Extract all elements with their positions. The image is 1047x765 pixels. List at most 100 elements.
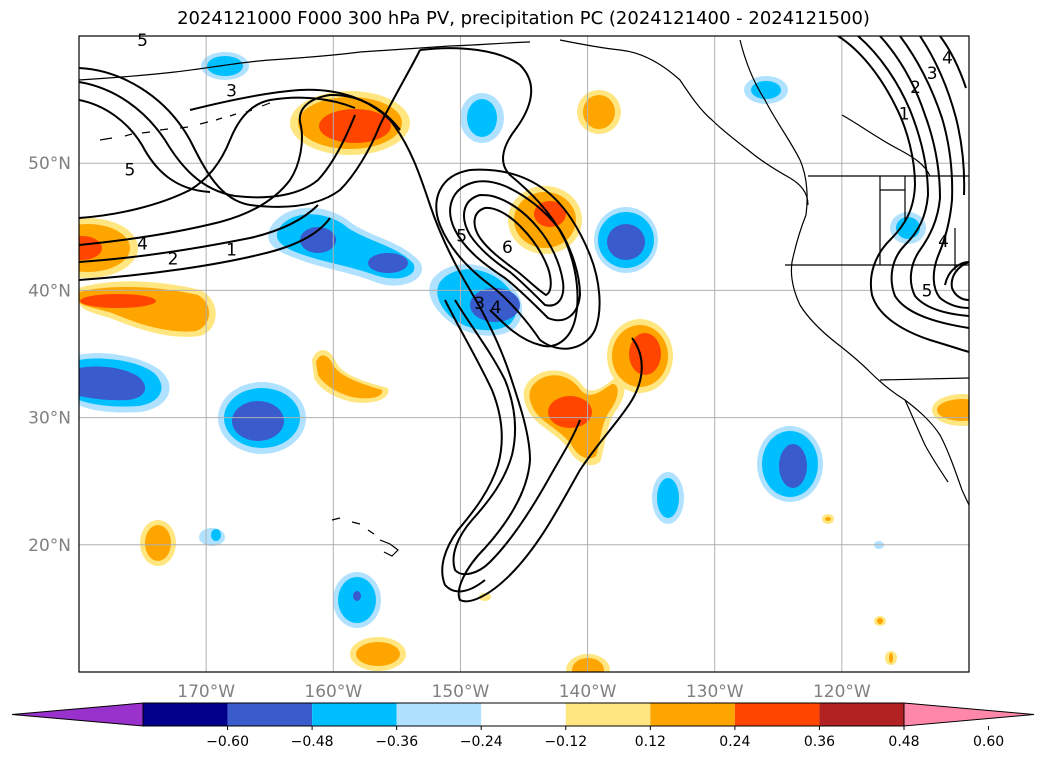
pv-contour: [79, 99, 211, 193]
pv-contour: [919, 36, 969, 301]
colorbar-tick-label: 0.36: [804, 734, 835, 750]
pv-contour: [857, 36, 969, 329]
lon-tick-label: 150°W: [432, 682, 490, 702]
blob-pos-tiny: [479, 514, 897, 665]
colorbar-segment: [396, 703, 482, 726]
blob-neg-gulf-small: [460, 93, 504, 143]
pv-contour: [473, 206, 552, 297]
shade-strong: [534, 201, 566, 227]
blob-neg-16n: [333, 572, 381, 628]
colorbar-tick-label: −0.60: [206, 734, 249, 750]
pv-contour-label: 6: [502, 238, 513, 258]
pv-contour-label: 3: [226, 82, 237, 102]
pv-contour-label: 2: [910, 78, 921, 98]
pv-contour: [79, 49, 421, 208]
pv-contour: [79, 204, 319, 263]
colorbar-segment: [312, 703, 397, 726]
shade-mid: [583, 95, 615, 129]
state-lines: [785, 114, 969, 270]
coastline-baja: [904, 399, 949, 483]
hawaii-islands: [331, 517, 399, 557]
latitude-labels: 20°N 30°N 40°N 50°N: [28, 154, 71, 556]
shade-strong: [548, 396, 592, 428]
lon-tick-label: 170°W: [177, 682, 235, 702]
lat-tick-label: 30°N: [28, 409, 71, 429]
colorbar-tick-label: −0.12: [544, 734, 587, 750]
blob-pos-small-37n: [312, 350, 389, 403]
pv-contour-label: 4: [137, 234, 148, 254]
colorbar-tick-label: −0.24: [460, 734, 503, 750]
colorbar-segment: [734, 703, 820, 726]
colorbar-segment: [819, 703, 904, 726]
longitude-labels: 170°W 160°W 150°W 140°W 130°W 120°W: [177, 682, 871, 702]
blob-pos-west-40n: [79, 281, 216, 337]
pv-contour-label: 4: [938, 232, 949, 252]
pv-contour: [79, 93, 401, 246]
colorbar-tick-label: −0.36: [375, 734, 418, 750]
colorbar: −0.60 −0.48 −0.36 −0.24 −0.12 0.12 0.24 0.36 0.4…: [11, 702, 1035, 750]
pv-contour-label: 3: [474, 294, 485, 314]
coastline-gulf-alaska: [559, 39, 809, 206]
pv-contour: [435, 168, 601, 350]
shade-strong: [779, 444, 807, 488]
map-frame: [78, 35, 970, 673]
shade-strong: [79, 366, 146, 401]
pv-contour: [939, 36, 969, 286]
lon-tick-label: 120°W: [813, 682, 871, 702]
blob-pos-trough-north: [508, 186, 582, 254]
shade-strong: [79, 236, 102, 260]
pv-contour-label: 4: [942, 49, 953, 69]
blob-neg-west-33n: [79, 353, 170, 413]
lat-tick-label: 40°N: [28, 281, 71, 301]
shade-strong: [607, 224, 645, 260]
shade-strong: [319, 109, 391, 143]
blob-neg-26n-125w: [757, 426, 823, 502]
coastline-alaska: [79, 41, 531, 81]
shade-strong: [353, 591, 361, 601]
border-us-mexico: [879, 377, 969, 381]
shade-strong: [232, 401, 284, 441]
shade-mid: [657, 478, 679, 518]
colorbar-tick-label: 0.48: [888, 734, 919, 750]
shade-mid: [356, 642, 400, 666]
colorbar-tick-label: 0.24: [719, 734, 750, 750]
colorbar-extend-min: [11, 702, 144, 727]
shade-strong: [368, 253, 408, 273]
colorbar-segment: [481, 703, 566, 726]
blob-pos-12n: [350, 637, 406, 671]
blob-neg-east-of-trough: [594, 207, 658, 273]
blob-neg-bc: [744, 76, 788, 104]
shade-strong: [80, 294, 156, 308]
colorbar-outline: [142, 702, 905, 727]
shade-strong: [629, 333, 661, 375]
colorbar-segment: [565, 703, 651, 726]
pv-contour: [79, 81, 356, 199]
shade-mid: [467, 99, 497, 137]
pv-contour: [79, 217, 331, 281]
blob-neg-alaska-small: [201, 52, 249, 80]
shade-strong: [300, 227, 336, 253]
lat-tick-label: 50°N: [28, 154, 71, 174]
lon-tick-label: 130°W: [686, 682, 744, 702]
pv-contour-label: 3: [927, 64, 938, 84]
blob-pos-gulf: [577, 90, 621, 134]
pv-contour: [463, 193, 565, 307]
pv-contours: [79, 36, 969, 603]
blob-pos-19n-west: [140, 520, 176, 566]
pv-contour: [452, 299, 581, 576]
pv-contour-label: 2: [168, 250, 179, 270]
pv-contour-label: 5: [137, 31, 148, 51]
shade-mid: [145, 525, 171, 561]
shade-mid: [207, 56, 243, 76]
colorbar-tick-label: 0.12: [635, 734, 666, 750]
blob-pos-se-alaska: [290, 91, 410, 155]
lon-tick-label: 160°W: [304, 682, 362, 702]
blob-neg-small-24n: [652, 472, 684, 524]
pv-contour: [441, 299, 503, 593]
pv-contour: [899, 36, 969, 309]
precipitation-shading: [79, 52, 969, 672]
pv-contour-label: 5: [922, 281, 933, 301]
blob-neg-20n-small: [199, 528, 225, 546]
shade-mid: [751, 81, 781, 99]
